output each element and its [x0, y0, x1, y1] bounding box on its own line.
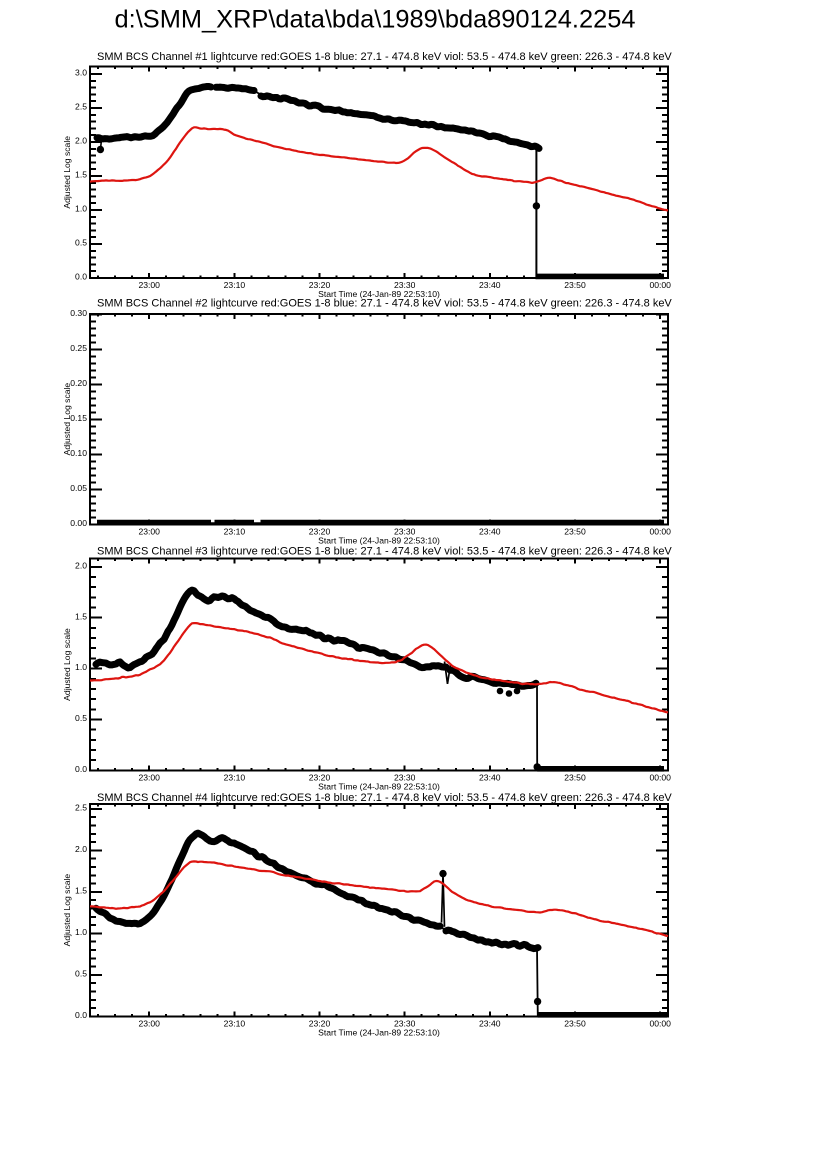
svg-text:0.5: 0.5	[75, 969, 87, 979]
svg-text:SMM BCS Channel #4 lightcurve: SMM BCS Channel #4 lightcurve red:GOES 1…	[97, 792, 672, 804]
svg-text:23:20: 23:20	[309, 280, 331, 290]
svg-text:0.20: 0.20	[70, 378, 87, 388]
svg-text:23:10: 23:10	[224, 527, 246, 537]
svg-text:d:\SMM_XRP\data\bda\1989\bda89: d:\SMM_XRP\data\bda\1989\bda890124.2254	[115, 6, 636, 34]
svg-text:0.30: 0.30	[70, 308, 87, 318]
svg-text:Start Time (24-Jan-89 22:53:10: Start Time (24-Jan-89 22:53:10)	[318, 535, 440, 545]
svg-text:2.0: 2.0	[75, 844, 87, 854]
svg-text:23:30: 23:30	[394, 1019, 416, 1029]
svg-text:0.00: 0.00	[70, 518, 87, 528]
svg-text:23:10: 23:10	[224, 280, 246, 290]
svg-text:2.0: 2.0	[75, 560, 87, 570]
svg-text:0.15: 0.15	[70, 413, 87, 423]
svg-text:2.5: 2.5	[75, 803, 87, 813]
svg-text:1.0: 1.0	[75, 662, 87, 672]
svg-text:23:20: 23:20	[309, 1019, 331, 1029]
svg-text:1.0: 1.0	[75, 927, 87, 937]
svg-text:1.5: 1.5	[75, 611, 87, 621]
svg-text:0.0: 0.0	[75, 1010, 87, 1020]
svg-text:1.5: 1.5	[75, 170, 87, 180]
svg-text:23:50: 23:50	[564, 527, 586, 537]
svg-text:23:10: 23:10	[224, 773, 246, 783]
svg-text:Start Time (24-Jan-89 22:53:10: Start Time (24-Jan-89 22:53:10)	[318, 781, 440, 791]
svg-text:23:30: 23:30	[394, 280, 416, 290]
svg-text:SMM BCS Channel #2 lightcurve: SMM BCS Channel #2 lightcurve red:GOES 1…	[97, 298, 672, 310]
svg-text:Adjusted Log scale: Adjusted Log scale	[62, 628, 72, 701]
svg-text:0.0: 0.0	[75, 272, 87, 282]
svg-text:23:40: 23:40	[479, 280, 501, 290]
svg-text:23:30: 23:30	[394, 527, 416, 537]
svg-text:00:00: 00:00	[649, 280, 671, 290]
svg-text:23:30: 23:30	[394, 773, 416, 783]
svg-text:Start Time (24-Jan-89 22:53:10: Start Time (24-Jan-89 22:53:10)	[318, 289, 440, 299]
svg-text:23:00: 23:00	[138, 527, 160, 537]
svg-text:2.5: 2.5	[75, 102, 87, 112]
svg-text:0.05: 0.05	[70, 483, 87, 493]
svg-text:23:40: 23:40	[479, 527, 501, 537]
svg-text:23:40: 23:40	[479, 1019, 501, 1029]
svg-text:1.0: 1.0	[75, 204, 87, 214]
svg-text:00:00: 00:00	[649, 773, 671, 783]
svg-text:23:50: 23:50	[564, 280, 586, 290]
svg-text:00:00: 00:00	[649, 1019, 671, 1029]
svg-text:3.0: 3.0	[75, 68, 87, 78]
svg-text:0.5: 0.5	[75, 238, 87, 248]
svg-text:Adjusted Log scale: Adjusted Log scale	[62, 874, 72, 947]
svg-text:0.5: 0.5	[75, 713, 87, 723]
svg-text:23:50: 23:50	[564, 773, 586, 783]
svg-text:0.25: 0.25	[70, 343, 87, 353]
svg-text:Start Time (24-Jan-89 22:53:10: Start Time (24-Jan-89 22:53:10)	[318, 1027, 440, 1037]
svg-text:SMM BCS Channel #1 lightcurve: SMM BCS Channel #1 lightcurve red:GOES 1…	[97, 51, 672, 63]
svg-text:23:40: 23:40	[479, 773, 501, 783]
svg-text:23:00: 23:00	[138, 280, 160, 290]
svg-text:0.0: 0.0	[75, 764, 87, 774]
svg-text:23:20: 23:20	[309, 527, 331, 537]
svg-text:23:00: 23:00	[138, 773, 160, 783]
svg-text:SMM BCS Channel #3 lightcurve: SMM BCS Channel #3 lightcurve red:GOES 1…	[97, 546, 672, 558]
svg-text:2.0: 2.0	[75, 136, 87, 146]
svg-text:23:00: 23:00	[138, 1019, 160, 1029]
svg-text:23:10: 23:10	[224, 1019, 246, 1029]
svg-text:23:50: 23:50	[564, 1019, 586, 1029]
svg-text:Adjusted Log scale: Adjusted Log scale	[62, 383, 72, 456]
svg-text:00:00: 00:00	[649, 527, 671, 537]
svg-text:23:20: 23:20	[309, 773, 331, 783]
svg-text:0.10: 0.10	[70, 448, 87, 458]
svg-text:1.5: 1.5	[75, 886, 87, 896]
svg-text:Adjusted Log scale: Adjusted Log scale	[62, 136, 72, 209]
